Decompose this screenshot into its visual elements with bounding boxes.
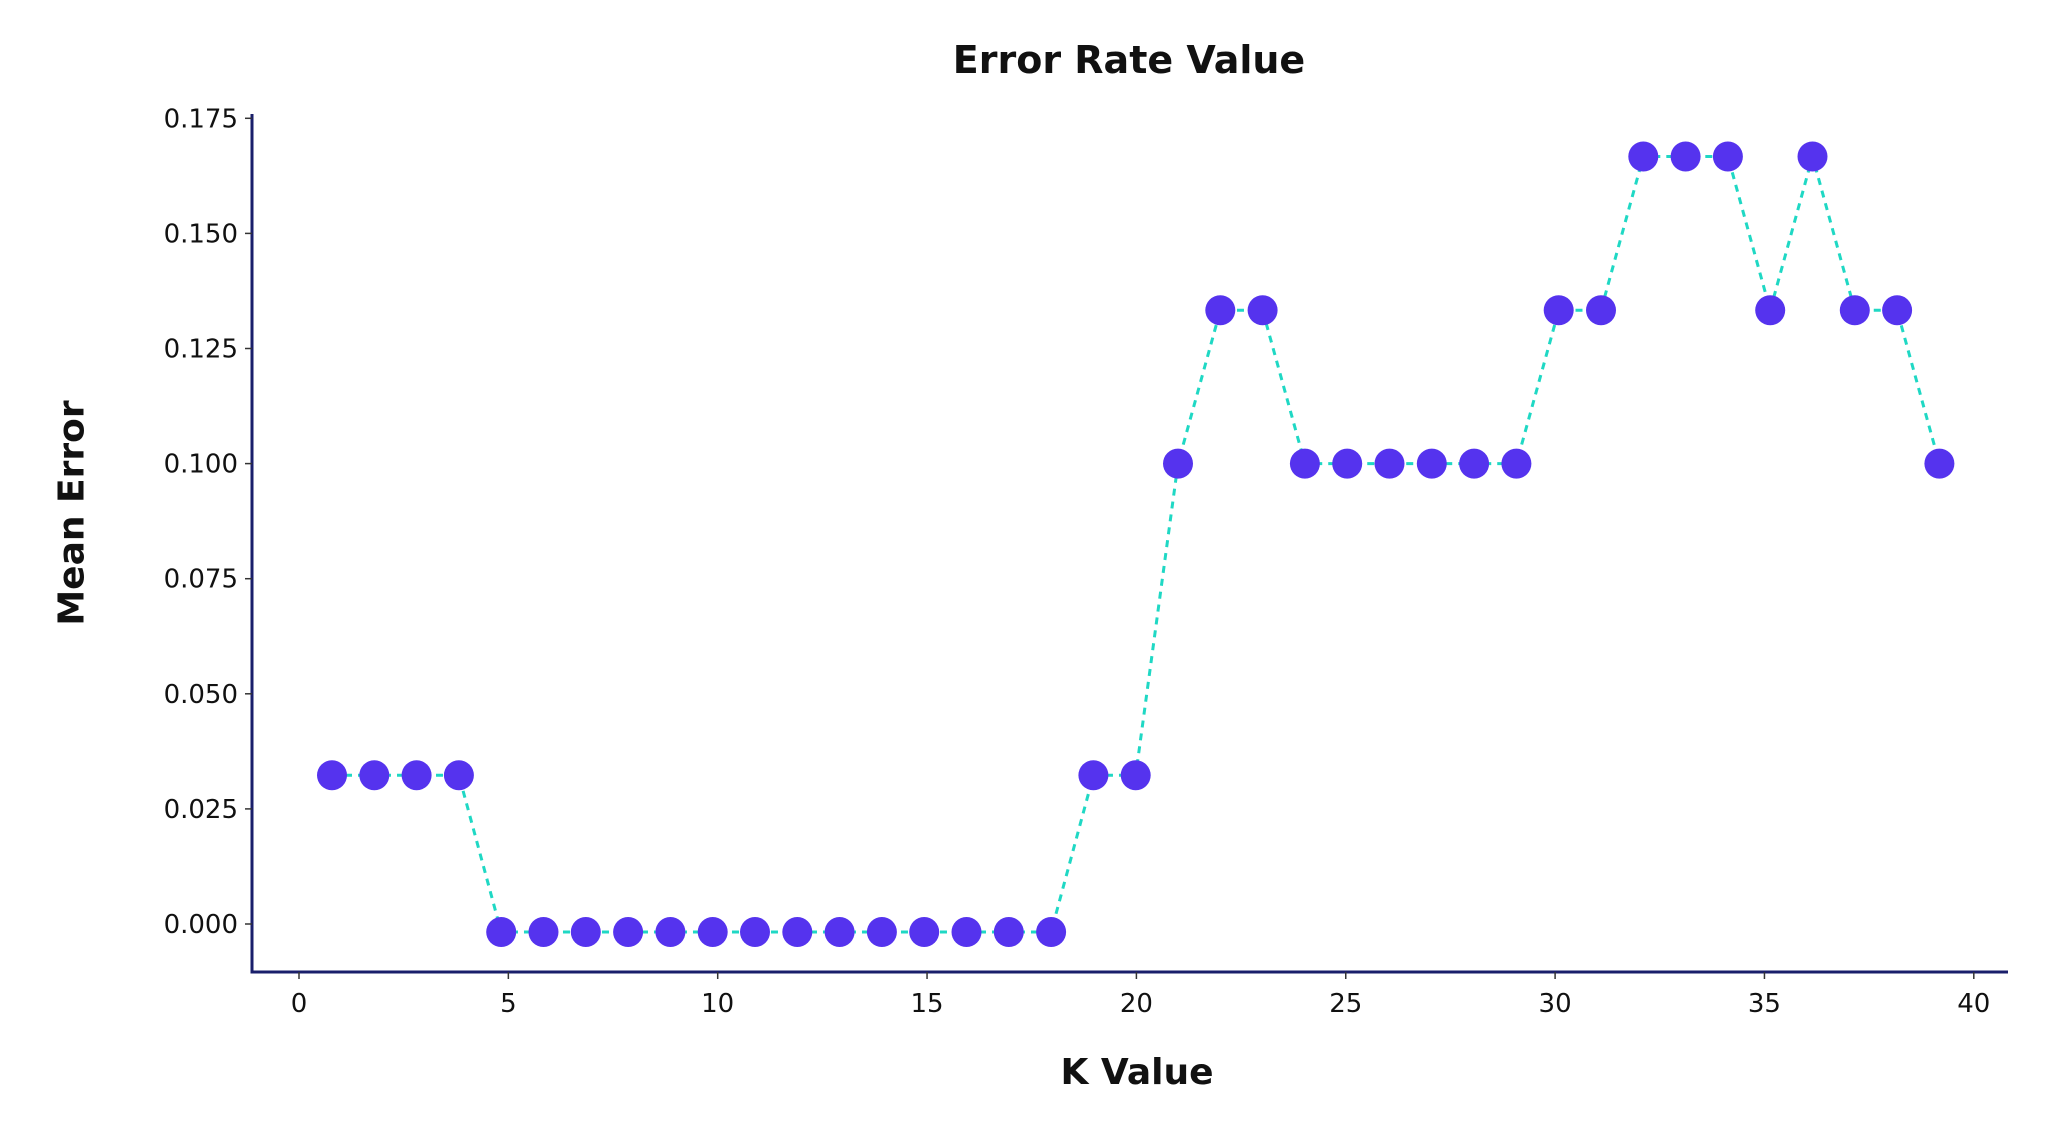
x-axis-ticks: 0 5 10 15 20 25 30 35 40	[291, 972, 1990, 1019]
axes	[250, 114, 2008, 974]
x-tick-label: 10	[701, 989, 734, 1019]
y-tick-label: 0.025	[164, 795, 238, 825]
data-point-marker	[1163, 448, 1193, 479]
x-tick-label: 20	[1120, 989, 1153, 1019]
x-tick-label: 35	[1748, 989, 1781, 1019]
data-point-marker	[1797, 141, 1828, 172]
data-point-marker	[655, 917, 686, 947]
data-point-marker	[1078, 760, 1109, 791]
data-point-marker	[1501, 448, 1532, 479]
y-tick-label: 0.075	[164, 565, 238, 595]
series-markers	[317, 141, 1955, 947]
x-tick-label: 30	[1539, 989, 1572, 1019]
data-point-marker	[740, 917, 770, 947]
y-axis-ticks: 0.000 0.025 0.050 0.075 0.100 0.125 0.150 0.175	[164, 104, 252, 940]
y-tick-label: 0.000	[164, 910, 238, 940]
data-point-marker	[1882, 295, 1913, 326]
chart-title: Error Rate Value	[952, 38, 1306, 82]
y-tick-label: 0.150	[164, 219, 238, 249]
data-point-marker	[401, 760, 432, 791]
data-point-marker	[486, 917, 517, 947]
y-tick-label: 0.100	[164, 450, 238, 480]
series-line	[332, 150, 1941, 934]
x-tick-label: 5	[500, 989, 517, 1019]
data-point-marker	[1036, 917, 1067, 947]
y-tick-label: 0.125	[164, 335, 238, 365]
y-tick-label: 0.050	[164, 680, 238, 710]
x-tick-label: 40	[1957, 989, 1990, 1019]
data-point-marker	[1712, 141, 1743, 172]
x-tick-label: 25	[1329, 989, 1362, 1019]
data-point-marker	[1205, 295, 1236, 326]
data-point-marker	[1289, 448, 1320, 479]
data-point-marker	[782, 917, 813, 947]
data-point-marker	[697, 917, 728, 947]
data-point-marker	[570, 917, 601, 947]
data-point-marker	[1416, 448, 1447, 479]
data-point-marker	[951, 917, 982, 947]
data-point-marker	[1670, 141, 1701, 172]
data-point-marker	[1755, 295, 1786, 326]
data-point-marker	[613, 917, 644, 947]
data-point-marker	[1839, 295, 1870, 326]
data-point-marker	[1628, 141, 1659, 172]
y-tick-label: 0.175	[164, 104, 238, 134]
x-axis-label: K Value	[1060, 1052, 1214, 1093]
data-point-marker	[866, 917, 897, 947]
data-point-marker	[443, 760, 474, 791]
data-point-marker	[1120, 760, 1151, 791]
data-point-marker	[824, 917, 855, 947]
data-point-marker	[993, 917, 1024, 947]
data-point-marker	[528, 917, 559, 947]
data-point-marker	[909, 917, 940, 947]
data-point-marker	[1586, 295, 1616, 326]
x-tick-label: 15	[911, 989, 944, 1019]
data-point-marker	[1924, 448, 1955, 479]
data-point-marker	[1374, 448, 1405, 479]
x-tick-label: 0	[291, 989, 308, 1019]
data-point-marker	[1332, 448, 1363, 479]
data-point-marker	[317, 760, 347, 791]
data-point-marker	[1247, 295, 1278, 326]
data-point-marker	[359, 760, 390, 791]
data-point-marker	[1459, 448, 1490, 479]
data-point-marker	[1543, 295, 1574, 326]
